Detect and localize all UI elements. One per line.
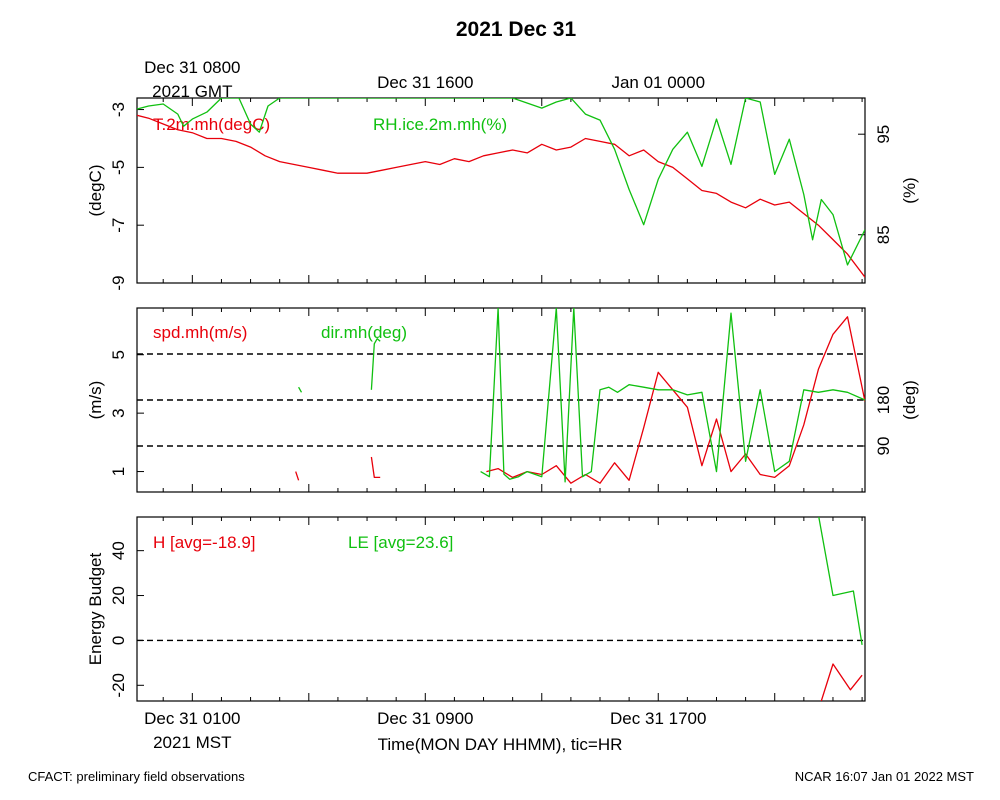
bottom-tick-label: Dec 31 1700 [610,709,706,728]
bottom-tick-label: Dec 31 0900 [377,709,473,728]
top-tick-label: Dec 31 1600 [377,73,473,92]
y-tick-label-left: -5 [109,160,128,175]
y-tick-label-left: 20 [109,586,128,605]
series-line-dir [370,338,381,390]
y-axis-label-right: (deg) [900,380,919,420]
bottom-tick-label: Dec 31 0100 [144,709,240,728]
series-line-t [137,114,865,278]
legend-rh-ice: RH.ice.2m.mh(%) [373,115,507,134]
legend-wind-direction: dir.mh(deg) [321,323,407,342]
top-time-axis: Dec 31 0800 2021 GMT Dec 31 1600 Jan 01 000… [144,58,705,101]
y-axis-label-right: (%) [900,177,919,203]
x-axis-label: Time(MON DAY HHMM), tic=HR [378,735,623,754]
series-line-spd [370,456,381,479]
y-tick-label-right: 180 [874,386,893,414]
y-tick-label-left: 5 [109,350,128,359]
y-tick-label-left: -9 [109,275,128,290]
series-line-dir [480,308,865,483]
y-tick-label-right: 95 [874,125,893,144]
y-axis-label-left: (degC) [86,165,105,217]
series-line-h [820,663,863,701]
plot-area [137,308,865,484]
y-tick-label-left: 0 [109,636,128,645]
top-tick-label: 2021 GMT [152,82,232,101]
panel-frame [136,516,866,702]
panel-temperature-rh: (degC) (%) T.2m.mh(degC) RH.ice.2m.mh(%)… [86,97,919,291]
y-axis-label-left: (m/s) [86,381,105,420]
y-tick-label-left: -20 [109,673,128,698]
series-line-spd [295,471,300,481]
y-axis-label-left: Energy Budget [86,552,105,665]
footer-right: NCAR 16:07 Jan 01 2022 MST [795,769,974,784]
y-tick-label-left: -7 [109,218,128,233]
y-tick-label-right: 85 [874,225,893,244]
chart-title: 2021 Dec 31 [456,18,577,41]
panel-energy: Energy Budget H [avg=-18.9] LE [avg=23.6… [86,516,866,702]
y-tick-label-left: -3 [109,102,128,117]
plot-area [137,517,865,701]
y-tick-label-left: 40 [109,541,128,560]
legend-temperature: T.2m.mh(degC) [153,115,270,134]
series-line-dir [298,386,303,393]
y-tick-label-right: 90 [874,437,893,456]
legend-latent-heat: LE [avg=23.6] [348,533,453,552]
bottom-time-axis: Dec 31 0100 2021 MST Dec 31 0900 Dec 31 170… [144,709,706,752]
top-tick-label: Dec 31 0800 [144,58,240,77]
series-line-rh [137,98,865,266]
plot-area [137,98,865,278]
series-line-le [818,517,863,646]
legend-wind-speed: spd.mh(m/s) [153,323,247,342]
legend-sensible-heat: H [avg=-18.9] [153,533,256,552]
top-tick-label: Jan 01 0000 [611,73,705,92]
footer-left: CFACT: preliminary field observations [28,769,245,784]
y-tick-label-left: 3 [109,408,128,417]
y-tick-label-left: 1 [109,467,128,476]
panel-wind: (m/s) (deg) spd.mh(m/s) dir.mh(deg) 1 3 5 9… [86,307,919,493]
bottom-tick-label: 2021 MST [153,733,231,752]
